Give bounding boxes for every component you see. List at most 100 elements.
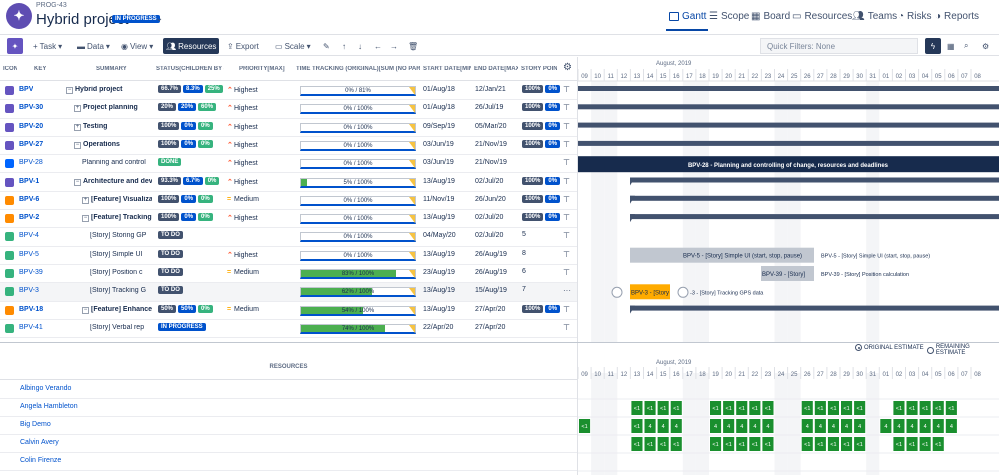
tab-resources[interactable]: ▭ Resources [792, 11, 853, 22]
issue-summary[interactable]: Hybrid project [75, 86, 123, 93]
col-icon[interactable]: ICON [3, 66, 17, 72]
quick-filters-select[interactable]: Quick Filters: None [760, 38, 918, 54]
issue-summary[interactable]: [Story] Simple UI [90, 250, 143, 258]
pin-icon[interactable]: ⊤ [563, 322, 570, 332]
issue-summary[interactable]: Planning and control [82, 159, 146, 167]
expand-icon[interactable]: + [82, 196, 89, 204]
pin-icon[interactable]: ⊤ [563, 268, 570, 277]
resource-name[interactable]: Calvin Avery [20, 439, 59, 446]
project-title[interactable]: Hybrid project [36, 11, 129, 28]
tab-board[interactable]: ▦ Board [751, 11, 791, 22]
table-row[interactable]: BPV-4 [Story] Storing GP TO DO 0% / 100% 04/… [0, 228, 577, 247]
ai-button[interactable]: ✦ [7, 38, 23, 54]
pin-icon[interactable]: ⊤ [563, 194, 570, 204]
issue-summary[interactable]: [Story] Verbal rep [90, 323, 145, 331]
collapse-icon[interactable]: − [82, 306, 89, 314]
pin-icon[interactable]: ⊤ [563, 304, 570, 314]
pin-icon[interactable]: ⊤ [563, 139, 570, 149]
col-start-date[interactable]: START DATE[MIN] [423, 66, 471, 72]
data-menu-button[interactable]: ▬ Data ▾ [77, 41, 110, 51]
table-row[interactable]: BPV-41 [Story] Verbal rep IN PROGRESS 74% /… [0, 320, 577, 339]
issue-summary[interactable]: [Story] Storing GP [90, 232, 147, 240]
table-row[interactable]: BPV-1− Architecture and deve 93.3% 6.7% 0% ⌃H… [0, 174, 577, 192]
issue-key[interactable]: BPV-6 [19, 195, 40, 203]
arrow-left-icon[interactable]: ← [374, 41, 382, 51]
export-button[interactable]: ⇪ Export [227, 41, 259, 51]
task-menu-button[interactable]: + Task ▾ [33, 41, 63, 51]
pin-icon[interactable]: ⊤ [563, 213, 570, 223]
more-icon[interactable]: ··· [563, 286, 571, 296]
arrow-down-icon[interactable]: ↓ [358, 41, 362, 51]
arrow-right-icon[interactable]: → [390, 41, 398, 51]
remaining-estimate-option[interactable]: REMAINING ESTIMATE [927, 344, 999, 356]
expand-icon[interactable]: + [74, 105, 81, 113]
expand-icon[interactable]: + [74, 123, 81, 131]
table-row[interactable]: BPV − Hybrid project 66.7% 8.3% 25% ⌃Highest 0%… [0, 82, 577, 101]
issue-summary[interactable]: Architecture and deve [83, 177, 152, 185]
col-end-date[interactable]: END DATE[MAX] [474, 66, 518, 72]
table-row[interactable]: BPV-28 Planning and control DONE ⌃Highest 0%… [0, 155, 577, 174]
tab-teams[interactable]: 👥︎ Teams [852, 11, 898, 22]
issue-summary[interactable]: Operations [83, 140, 120, 148]
pencil-icon[interactable]: ✎ [323, 41, 330, 51]
resource-row[interactable]: Colin Firenze [0, 453, 577, 471]
pin-icon[interactable]: ⊤ [563, 121, 570, 131]
col-status[interactable]: STATUS(CHILDREN BY ST [156, 66, 224, 72]
pin-icon[interactable]: ⊤ [563, 103, 570, 113]
arrow-up-icon[interactable]: ↑ [342, 41, 346, 51]
col-story-points[interactable]: STORY POINT [521, 66, 557, 72]
col-time-tracking[interactable]: TIME TRACKING (ORIGINAL)[SUM (NO PARENT [296, 66, 420, 72]
issue-key[interactable]: BPV-18 [19, 305, 44, 313]
col-summary[interactable]: SUMMARY [96, 66, 127, 72]
table-row[interactable]: BPV-5 [Story] Simple UI TO DO ⌃Highest 0% / … [0, 247, 577, 265]
issue-summary[interactable]: Testing [83, 122, 108, 130]
tab-gantt[interactable]: Gantt [669, 11, 706, 22]
issue-key[interactable]: BPV-1 [19, 177, 40, 185]
chevron-down-icon[interactable]: ⌄ [155, 13, 164, 24]
issue-key[interactable]: BPV-30 [19, 104, 44, 112]
table-row[interactable]: BPV-30 + Project planning 20% 20% 60% ⌃Highest… [0, 100, 577, 119]
tab-scope[interactable]: ☰ Scope [709, 11, 750, 22]
issue-summary[interactable]: [Story] Position c [90, 269, 143, 276]
issue-key[interactable]: BPV-3 [19, 287, 39, 295]
tab-risks[interactable]: ◔ Risks [898, 11, 932, 22]
issue-key[interactable]: BPV-4 [19, 232, 39, 240]
lightning-icon[interactable]: ϟ [925, 38, 941, 54]
pin-icon[interactable]: ⊤ [563, 85, 570, 94]
table-row[interactable]: BPV-2− [Feature] Tracking 100% 0% 0% ⌃Highest… [0, 210, 577, 229]
issue-key[interactable]: BPV [19, 86, 34, 93]
trash-icon[interactable]: 🗑︎ [408, 41, 419, 51]
table-row[interactable]: BPV-20 + Testing 100% 0% 0% ⌃Highest 0% / 100% 0… [0, 119, 577, 137]
pin-icon[interactable]: ⊤ [563, 158, 570, 168]
resource-name[interactable]: Albingo Verando [20, 385, 72, 392]
table-row[interactable]: BPV-27− Operations 100% 0% 0% ⌃Highest 0% / 10… [0, 137, 577, 156]
issue-summary[interactable]: [Feature] Visualizat [91, 195, 152, 203]
collapse-icon[interactable]: − [74, 178, 81, 186]
pin-icon[interactable]: ⊤ [563, 249, 570, 259]
project-avatar[interactable]: ✦ [6, 3, 32, 29]
issue-key[interactable]: BPV-27 [19, 140, 44, 148]
original-estimate-option[interactable]: ORIGINAL ESTIMATE [855, 344, 924, 351]
table-row[interactable]: BPV-3 [Story] Tracking G TO DO 62% / 100% 13… [0, 283, 577, 302]
settings-icon[interactable]: ⚙ [982, 41, 990, 51]
table-row[interactable]: BPV-18− [Feature] Enhanced 50% 50% 0% = Medium… [0, 302, 577, 320]
pin-icon[interactable]: ⊤ [563, 231, 570, 241]
issue-summary[interactable]: [Story] Tracking G [90, 287, 147, 295]
issue-key[interactable]: BPV-39 [19, 269, 43, 276]
collapse-icon[interactable]: − [66, 87, 73, 94]
col-priority[interactable]: PRIORITY[MAX] [239, 66, 285, 72]
issue-key[interactable]: BPV-41 [19, 323, 43, 331]
collapse-icon[interactable]: − [82, 215, 89, 223]
resource-row[interactable]: Angela Hambleton [0, 399, 577, 417]
table-row[interactable]: BPV-6 + [Feature] Visualizat 100% 0% 0% = Mediu… [0, 192, 577, 211]
resource-row[interactable]: Albingo Verando [0, 381, 577, 399]
resource-name[interactable]: Big Demo [20, 421, 51, 428]
resource-name[interactable]: Angela Hambleton [20, 403, 78, 410]
resource-name[interactable]: Colin Firenze [20, 457, 62, 464]
pin-icon[interactable]: ⊤ [563, 176, 570, 186]
issue-key[interactable]: BPV-2 [19, 214, 40, 222]
scale-menu-button[interactable]: ▭ Scale ▾ [275, 41, 311, 51]
collapse-icon[interactable]: − [74, 141, 81, 149]
table-row[interactable]: BPV-39 [Story] Position c TO DO = Medium 83% … [0, 265, 577, 284]
resource-row[interactable]: Calvin Avery [0, 435, 577, 453]
